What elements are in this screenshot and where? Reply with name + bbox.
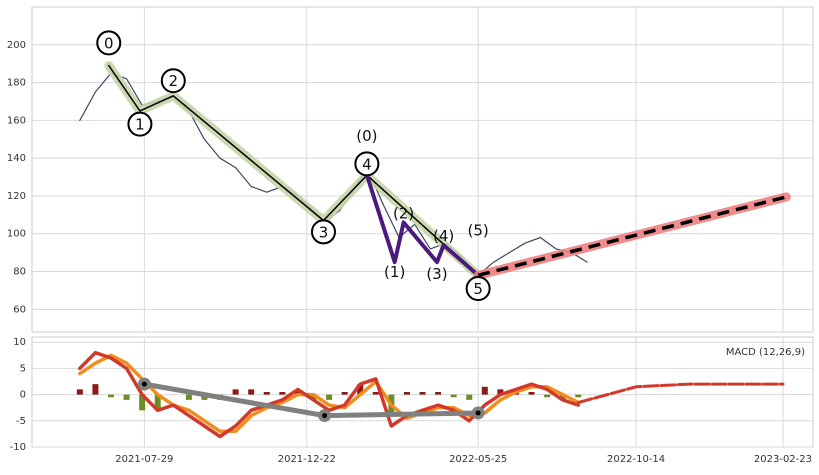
y-tick-label: -10: [10, 442, 26, 453]
histogram-bar: [107, 394, 114, 398]
y-tick-label: 60: [13, 304, 26, 315]
histogram-bar: [559, 394, 566, 400]
y-tick-label: 5: [20, 363, 26, 374]
histogram-bar: [201, 394, 208, 400]
wave-label: 3: [319, 223, 329, 241]
histogram-bar: [544, 394, 551, 398]
y-tick-label: 200: [7, 40, 26, 51]
histogram-bar: [403, 392, 410, 395]
histogram-bar: [575, 394, 582, 398]
histogram-bar: [357, 384, 364, 395]
wave-label: (2): [393, 204, 414, 222]
wave-marker: [465, 276, 491, 302]
series-line: [364, 173, 481, 278]
histogram-bar: [185, 394, 192, 400]
wave-marker: [354, 151, 380, 177]
indicator-label: MACD (12,26,9): [726, 347, 805, 358]
trend-dot: [475, 410, 481, 416]
wave-label: 4: [362, 155, 372, 173]
y-tick-label: 180: [7, 78, 26, 89]
histogram-bar: [123, 394, 130, 400]
wave-label: (3): [426, 265, 447, 283]
histogram-bar: [419, 392, 426, 395]
wave-label: 5: [473, 280, 483, 298]
y-tick-label: 120: [7, 191, 26, 202]
macd-line: [78, 353, 581, 434]
histogram-bar: [326, 394, 333, 400]
wave-label: (4): [433, 227, 454, 245]
x-tick-label: 2022-10-14: [607, 454, 665, 465]
y-tick-label: 80: [13, 267, 26, 278]
y-tick-label: 0: [20, 390, 26, 401]
histogram-bar: [154, 394, 161, 411]
x-tick-label: 2021-07-29: [115, 454, 173, 465]
wave-marker: [310, 219, 336, 245]
histogram-bar: [450, 394, 457, 398]
histogram-bar: [435, 392, 442, 395]
y-tick-label: 140: [7, 153, 26, 164]
x-tick-label: 2021-12-22: [278, 454, 336, 465]
price-panel: [31, 6, 814, 333]
wave-marker: [127, 111, 153, 137]
macd-projection: [576, 382, 785, 404]
wave-label: 1: [135, 116, 145, 134]
histogram-bar: [481, 386, 488, 395]
histogram-bar: [232, 389, 239, 395]
y-tick-label: 100: [7, 229, 26, 240]
histogram-bar: [76, 389, 83, 395]
y-tick-label: 10: [13, 337, 26, 348]
x-tick-label: 2023-02-23: [754, 454, 812, 465]
wave-label: (0): [356, 127, 377, 145]
trend-dot: [141, 381, 147, 387]
y-tick-label: -5: [16, 416, 26, 427]
wave-label: (5): [468, 221, 489, 239]
wave-label: 0: [104, 34, 114, 52]
wave-label: 2: [169, 72, 179, 90]
histogram-bar: [294, 389, 301, 395]
histogram-bar: [310, 394, 317, 400]
histogram-bar: [92, 384, 99, 395]
series-line: [477, 195, 787, 277]
wave-marker: [96, 30, 122, 56]
wave-label: (1): [384, 263, 405, 281]
histogram-bar: [466, 394, 473, 400]
histogram-bar: [139, 394, 146, 411]
histogram-bar: [528, 392, 535, 395]
series-line: [108, 64, 479, 277]
x-tick-label: 2022-05-25: [449, 454, 507, 465]
macd-line: [78, 350, 581, 439]
trend-dot: [322, 413, 328, 419]
histogram-bar: [341, 392, 348, 395]
histogram-bar: [497, 389, 504, 395]
histogram-bar: [248, 389, 255, 395]
histogram-bar: [279, 392, 286, 395]
wave-marker: [160, 68, 186, 94]
histogram-bar: [372, 392, 379, 395]
histogram-bar: [263, 392, 270, 395]
y-tick-label: 160: [7, 115, 26, 126]
